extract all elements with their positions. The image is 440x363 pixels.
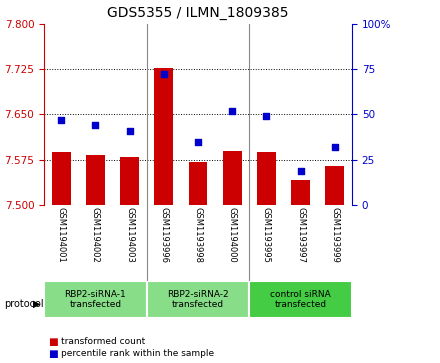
Text: protocol: protocol [4,299,44,309]
Point [297,168,304,174]
Bar [249,281,352,318]
Bar [86,155,105,205]
Point [194,139,202,144]
Text: RBP2-siRNA-1
transfected: RBP2-siRNA-1 transfected [64,290,126,309]
Text: GSM1193996: GSM1193996 [159,207,168,262]
Point [229,108,236,114]
Bar [223,151,242,205]
Point [331,144,338,150]
Bar [326,166,344,205]
Point [126,128,133,134]
Text: GSM1194002: GSM1194002 [91,207,100,262]
Point [263,113,270,119]
Text: ■: ■ [48,349,58,359]
Text: transformed count: transformed count [61,338,145,346]
Text: RBP2-siRNA-2
transfected: RBP2-siRNA-2 transfected [167,290,229,309]
Point [58,117,65,123]
Text: GSM1193997: GSM1193997 [296,207,305,262]
Text: control siRNA
transfected: control siRNA transfected [270,290,331,309]
Bar [257,152,276,205]
Text: GSM1194000: GSM1194000 [228,207,237,262]
Bar [291,180,310,205]
Text: percentile rank within the sample: percentile rank within the sample [61,350,214,358]
Bar [154,68,173,205]
Text: GSM1194001: GSM1194001 [57,207,66,262]
Title: GDS5355 / ILMN_1809385: GDS5355 / ILMN_1809385 [107,6,289,20]
Text: GSM1193998: GSM1193998 [194,207,202,262]
Text: ■: ■ [48,337,58,347]
Bar [147,281,249,318]
Bar [120,157,139,205]
Point [92,122,99,128]
Text: GSM1193999: GSM1193999 [330,207,339,262]
Bar [52,152,70,205]
Text: ▶: ▶ [33,299,41,309]
Text: GSM1193995: GSM1193995 [262,207,271,262]
Bar [189,162,207,205]
Text: GSM1194003: GSM1194003 [125,207,134,262]
Point [160,72,167,77]
Bar [44,281,147,318]
